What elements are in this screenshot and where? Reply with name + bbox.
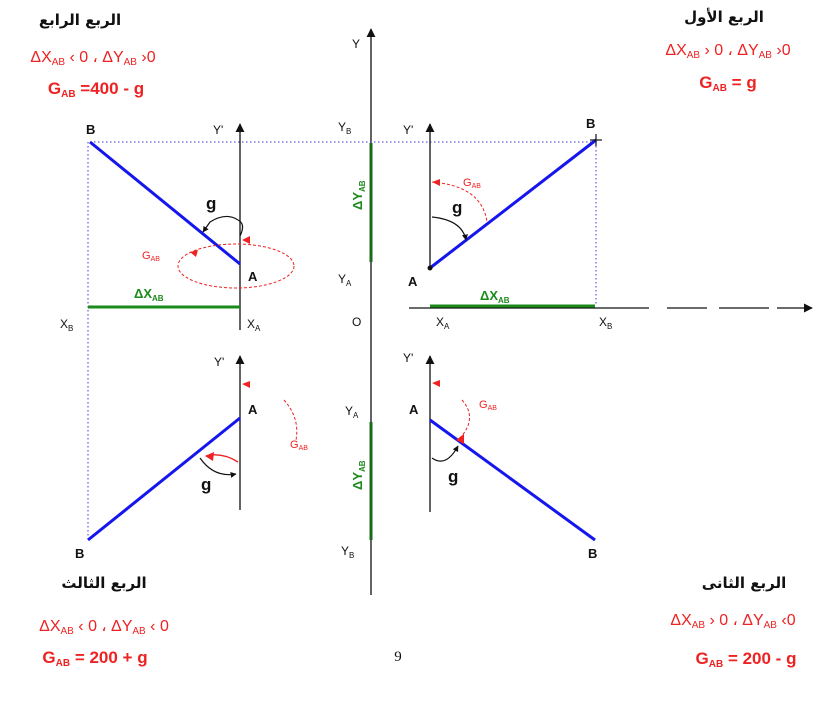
q1-formula: GAB = g [699, 73, 756, 94]
q1-bearing-label: GAB [463, 177, 481, 190]
q1-title: الربع الأول [684, 8, 764, 26]
q1-point-b: B [586, 116, 595, 131]
q3-angle-g: g [201, 475, 211, 494]
q1-xa-label: XA [436, 315, 450, 331]
q1-angle-arc [431, 216, 468, 241]
q2-y-prime-label: Y' [403, 351, 413, 365]
q4-angle-arc-b [237, 219, 244, 237]
q1-xb-label: XB [599, 315, 612, 331]
q4-line-ab [89, 140, 241, 266]
q4-point-a: A [248, 269, 258, 284]
quadrant-first-figure: ΔXAB A B Y' XA XB g GAB [403, 116, 612, 331]
q1-a-dot [427, 265, 433, 271]
q3-condition: ΔXAB ‹ 0 ، ΔYAB ‹ 0 [39, 618, 169, 637]
q3-bearing-arc [283, 399, 298, 441]
q4-xa-label: XA [247, 317, 261, 333]
q1-bearing-arrowhead [432, 179, 440, 186]
q2-point-a: A [409, 402, 419, 417]
quadrant-fourth-figure: ΔXAB A B Y' XA XB g GAB [60, 122, 295, 540]
q4-bearing-loop [177, 243, 295, 289]
q4-xb-label: XB [60, 317, 73, 333]
main-y-axis-label: Y [352, 37, 360, 51]
q4-angle-arc [202, 215, 239, 233]
q2-title: الربع الثانى [702, 574, 787, 592]
q2-condition: ΔXAB › 0 ، ΔYAB ‹0 [670, 612, 795, 631]
ya-label-main-upper: YA [338, 272, 352, 288]
q3-point-a: A [248, 402, 258, 417]
q1-bearing-arc [431, 181, 488, 223]
q4-bearing-arrowhead-1 [242, 236, 250, 244]
q2-angle-g: g [448, 467, 458, 486]
q1-point-a: A [408, 274, 418, 289]
q2-angle-arc [431, 445, 459, 462]
q1-y-prime-label: Y' [403, 123, 413, 137]
page-number: 9 [394, 649, 402, 665]
q3-line-ab [87, 416, 241, 542]
quadrant-third-figure: A B Y' g GAB [75, 355, 308, 561]
q4-formula: GAB =400 - g [48, 79, 144, 100]
q2-point-b: B [588, 546, 597, 561]
q4-bearing-label: GAB [142, 250, 160, 263]
q3-bearing-arrowhead-top [242, 381, 250, 388]
yb-label-main: YB [338, 120, 351, 136]
q2-formula: GAB = 200 - g [696, 649, 797, 670]
yb-label-main-lower: YB [341, 544, 354, 560]
q1-condition: ΔXAB › 0 ، ΔYAB ›0 [665, 42, 790, 61]
q4-delta-x-label: ΔXAB [134, 286, 164, 303]
q2-bearing-arrowhead-top [432, 380, 440, 387]
delta-y-label-lower: ΔYAB [350, 460, 367, 490]
ya-label-main-lower: YA [345, 404, 359, 420]
q4-title: الربع الرابع [39, 11, 121, 29]
q3-point-b: B [75, 546, 84, 561]
q1-line-ab [429, 138, 597, 270]
q3-bearing-label: GAB [290, 439, 308, 452]
delta-y-label-upper: ΔYAB [350, 180, 367, 210]
quadrant-second-figure: A B Y' g GAB [403, 351, 597, 561]
q2-bearing-arc [459, 399, 470, 439]
q4-bearing-arrowhead-2 [190, 250, 198, 257]
origin-label: O [352, 315, 361, 329]
q3-title: الربع الثالث [61, 574, 146, 592]
q3-bearing-arrowhead [205, 452, 214, 461]
q3-formula: GAB = 200 + g [42, 648, 147, 669]
q3-y-prime-label: Y' [214, 355, 224, 369]
q1-delta-x-label: ΔXAB [480, 288, 510, 305]
q4-point-b: B [86, 122, 95, 137]
q4-condition: ΔXAB ‹ 0 ، ΔYAB ›0 [30, 49, 155, 68]
q1-angle-g: g [452, 198, 462, 217]
q4-y-prime-label: Y' [213, 123, 223, 137]
q2-bearing-label: GAB [479, 399, 497, 412]
q2-bearing-arrowhead [456, 434, 464, 444]
q4-angle-g: g [206, 194, 216, 213]
q3-angle-arc [199, 457, 237, 478]
